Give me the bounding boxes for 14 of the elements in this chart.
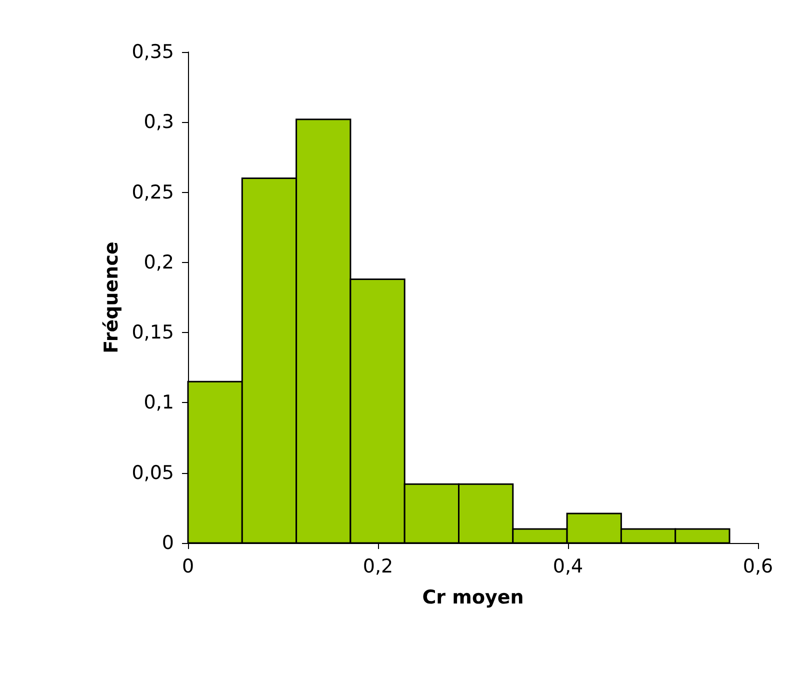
y-tick-label: 0,05 <box>132 462 174 484</box>
y-tick-label: 0,15 <box>132 322 174 344</box>
y-tick-label: 0,1 <box>144 392 174 414</box>
x-tick-label: 0 <box>182 556 194 578</box>
x-tick-label: 0,6 <box>742 556 774 578</box>
x-axis-title: Cr moyen <box>422 586 524 608</box>
y-axis-title: Fréquence <box>100 242 122 354</box>
y-tick-label: 0 <box>162 532 174 554</box>
y-tick-label: 0,3 <box>144 111 174 134</box>
y-tick-label: 0,2 <box>144 251 174 274</box>
x-tick-label: 0,4 <box>552 556 584 578</box>
y-tick-label: 0,35 <box>132 41 174 63</box>
y-tick-label: 0,25 <box>132 181 174 204</box>
x-tick-label: 0,2 <box>362 556 394 578</box>
